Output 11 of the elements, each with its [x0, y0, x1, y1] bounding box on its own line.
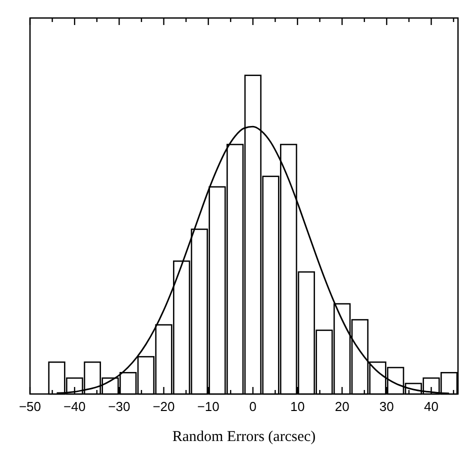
- x-tick-label: 20: [334, 399, 350, 414]
- x-tick-label: −50: [18, 399, 42, 414]
- x-tick-label: 0: [249, 399, 257, 414]
- x-tick-label: 40: [424, 399, 438, 414]
- x-tick-label: −30: [108, 399, 130, 414]
- x-tick-label: −40: [64, 399, 86, 414]
- x-tick-label: −10: [197, 399, 220, 414]
- x-axis-title: Random Errors (arcsec): [172, 429, 316, 445]
- x-tick-label: −20: [152, 399, 175, 414]
- x-tick-label: 30: [379, 399, 394, 414]
- x-tick-label: 10: [290, 399, 305, 414]
